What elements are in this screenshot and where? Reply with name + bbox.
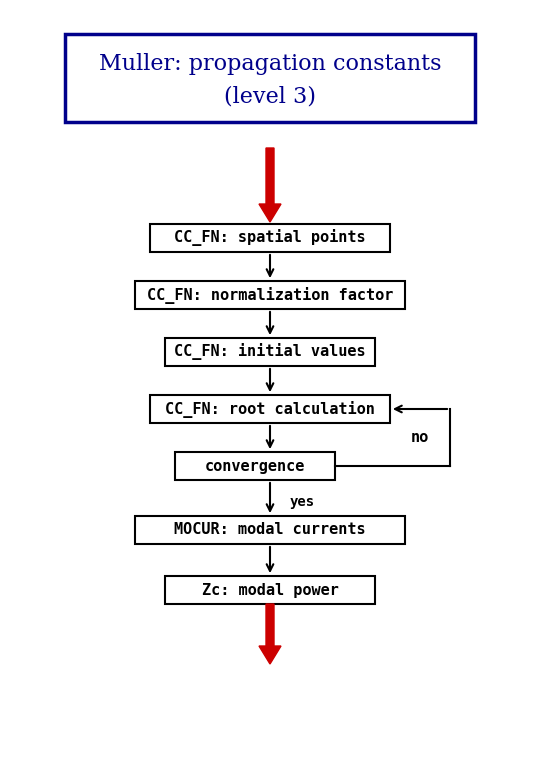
Bar bbox=[65, 34, 475, 122]
Text: Zc: modal power: Zc: modal power bbox=[201, 583, 339, 597]
Bar bbox=[175, 452, 335, 480]
Text: Muller: propagation constants: Muller: propagation constants bbox=[99, 53, 441, 75]
Text: CC_FN: normalization factor: CC_FN: normalization factor bbox=[147, 286, 393, 303]
Bar bbox=[165, 338, 375, 366]
Bar bbox=[165, 576, 375, 604]
Text: CC_FN: root calculation: CC_FN: root calculation bbox=[165, 400, 375, 417]
Text: yes: yes bbox=[290, 495, 315, 509]
Text: CC_FN: initial values: CC_FN: initial values bbox=[174, 343, 366, 360]
Bar bbox=[135, 281, 405, 309]
Bar bbox=[135, 516, 405, 544]
Polygon shape bbox=[259, 604, 281, 664]
Polygon shape bbox=[259, 148, 281, 222]
Text: CC_FN: spatial points: CC_FN: spatial points bbox=[174, 229, 366, 246]
Text: convergence: convergence bbox=[205, 459, 305, 473]
Text: no: no bbox=[411, 431, 429, 445]
Bar bbox=[150, 224, 390, 252]
Text: (level 3): (level 3) bbox=[224, 85, 316, 107]
Bar bbox=[150, 395, 390, 423]
Text: MOCUR: modal currents: MOCUR: modal currents bbox=[174, 523, 366, 537]
